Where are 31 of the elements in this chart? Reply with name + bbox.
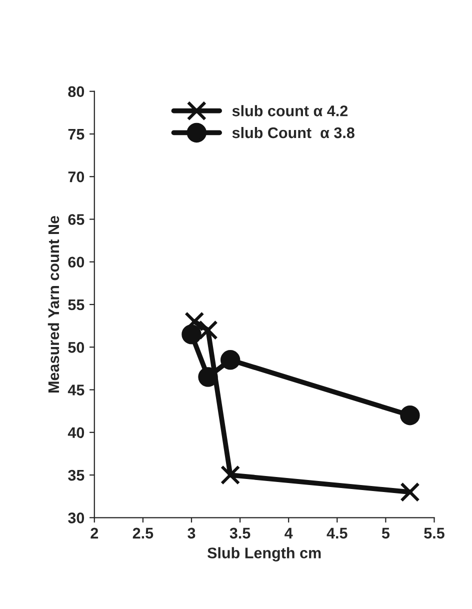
- y-tick-label: 35: [68, 470, 84, 481]
- x-tick-label: 5.5: [424, 528, 444, 539]
- y-axis-title: Measured Yarn count Ne: [48, 216, 60, 392]
- point: [400, 482, 420, 502]
- y-tick-label: 30: [68, 512, 84, 524]
- point: [220, 350, 240, 370]
- x-tick-label: 5: [382, 528, 390, 539]
- point: [182, 324, 202, 344]
- legend-label: slub count α 4.2: [232, 105, 348, 116]
- y-tick-label: 70: [68, 171, 84, 182]
- y-tick-label: 55: [68, 300, 84, 310]
- legend-label: slub Count α 3.8: [232, 126, 354, 138]
- y-tick-label: 50: [68, 342, 84, 353]
- point: [198, 320, 218, 340]
- y-tick-label: 75: [68, 129, 84, 140]
- y-tick-label: 45: [68, 384, 84, 396]
- y-tick-label: 65: [68, 214, 84, 225]
- x-tick-label: 4.5: [326, 528, 348, 539]
- x-axis-title: Slub Length cm: [207, 547, 321, 562]
- y-tick-label: 80: [68, 86, 84, 98]
- point: [198, 367, 218, 387]
- x-tick-label: 2: [90, 528, 98, 538]
- point: [220, 465, 240, 485]
- y-tick-label: 40: [68, 427, 84, 438]
- x-tick-label: 3: [188, 528, 196, 539]
- x-tick-label: 3.5: [230, 528, 250, 539]
- point: [400, 405, 420, 426]
- y-tick-label: 60: [68, 256, 84, 268]
- x-tick-label: 4: [284, 528, 293, 538]
- x-tick-label: 2.5: [132, 528, 154, 539]
- point: [184, 312, 204, 332]
